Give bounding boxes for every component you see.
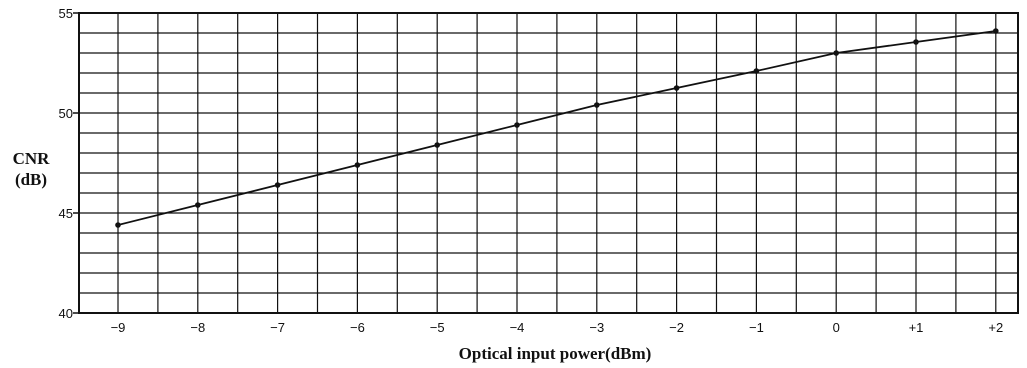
data-point xyxy=(434,142,441,148)
series-line xyxy=(117,30,996,226)
x-tick-labels: −9 −8 −7 −6 −5 −4 −3 −2 −1 0 +1 +2 xyxy=(111,320,1004,335)
x-tick-label: −5 xyxy=(430,320,445,335)
data-point xyxy=(673,85,680,91)
plot-frame xyxy=(78,12,1019,314)
data-point xyxy=(594,102,600,108)
x-tick-label: −7 xyxy=(270,320,285,335)
x-tick-label: −8 xyxy=(190,320,205,335)
data-point xyxy=(913,39,919,45)
y-tick-label: 50 xyxy=(59,106,73,121)
data-point xyxy=(833,50,839,56)
data-point xyxy=(274,182,281,188)
x-tick-label: −4 xyxy=(510,320,525,335)
x-axis-title: Optical input power(dBm) xyxy=(459,344,652,363)
data-point xyxy=(514,122,520,128)
y-tick-labels: 40 45 50 55 xyxy=(59,6,79,321)
x-tick-label: −9 xyxy=(111,320,126,335)
y-tick-label: 40 xyxy=(59,306,73,321)
y-axis-title-line-1: CNR xyxy=(13,149,51,168)
data-point xyxy=(354,162,361,168)
series xyxy=(115,28,999,228)
data-point xyxy=(195,202,201,208)
x-tick-label: −1 xyxy=(749,320,764,335)
plot-border xyxy=(78,12,1019,314)
x-tick-label: −6 xyxy=(350,320,365,335)
y-axis-title-line-2: (dB) xyxy=(15,170,47,189)
y-tick-label: 55 xyxy=(59,6,73,21)
data-point xyxy=(993,28,999,34)
x-tick-label: −2 xyxy=(669,320,684,335)
x-tick-label: −3 xyxy=(589,320,604,335)
data-point xyxy=(753,68,760,74)
data-point xyxy=(115,222,121,228)
y-tick-label: 45 xyxy=(59,206,73,221)
x-tick-label: 0 xyxy=(833,320,840,335)
x-tick-label: +1 xyxy=(909,320,924,335)
grid xyxy=(79,13,1018,313)
x-tick-label: +2 xyxy=(988,320,1003,335)
